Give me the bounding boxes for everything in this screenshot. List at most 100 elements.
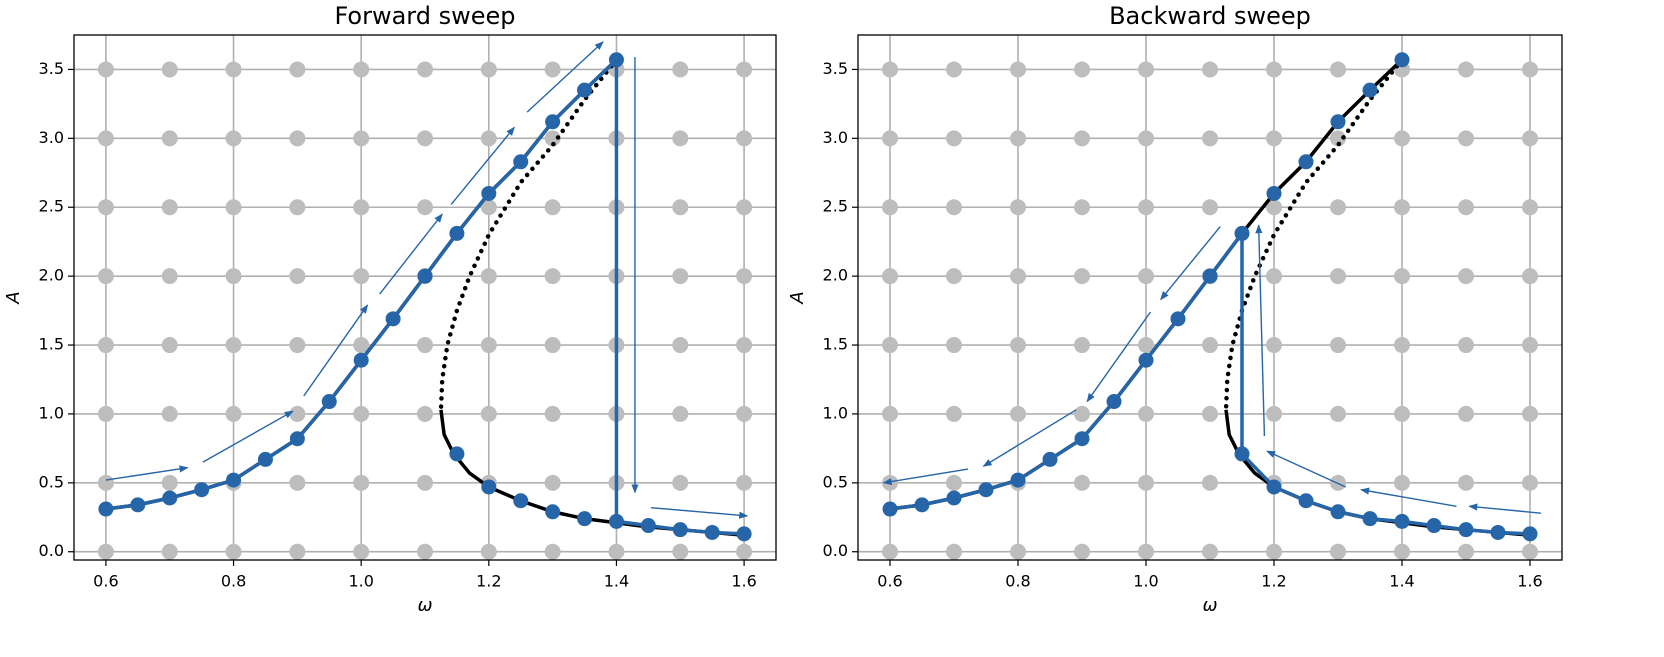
background-dot	[1010, 405, 1026, 422]
background-dot	[1394, 268, 1410, 285]
chart-title: Forward sweep	[334, 2, 515, 30]
sweep-point	[946, 490, 962, 506]
plot-area	[74, 35, 776, 560]
background-dot	[480, 543, 497, 560]
sweep-point	[1426, 518, 1442, 534]
sweep-point	[385, 311, 401, 327]
background-dot	[1010, 543, 1026, 560]
sweep-point	[226, 472, 242, 488]
background-dot	[1266, 199, 1282, 216]
sweep-point	[1522, 526, 1538, 542]
y-tick-label: 2.0	[39, 266, 64, 285]
background-dot	[97, 268, 114, 285]
background-dot	[480, 130, 497, 147]
background-dot	[161, 268, 178, 285]
y-tick-label: 3.5	[823, 59, 848, 78]
background-dot	[1522, 268, 1538, 285]
background-dot	[736, 61, 753, 78]
axes-frame	[73, 34, 777, 561]
background-dot	[161, 199, 178, 216]
background-dot	[946, 61, 962, 78]
sweep-point	[736, 526, 752, 542]
background-dot	[1522, 61, 1538, 78]
background-dot	[1458, 405, 1474, 422]
background-dot	[882, 130, 898, 147]
sweep-point	[545, 504, 561, 520]
background-dot	[1458, 130, 1474, 147]
y-tick-label: 3.0	[39, 128, 64, 147]
sweep-point	[1202, 268, 1218, 284]
background-dot	[882, 337, 898, 354]
sweep-point	[914, 497, 930, 513]
background-dot	[672, 130, 689, 147]
background-dot	[353, 199, 370, 216]
response-curve	[1224, 409, 1531, 537]
background-dot	[1074, 405, 1090, 422]
arrow	[526, 41, 604, 113]
background-dot	[544, 337, 561, 354]
arrow	[105, 465, 189, 481]
background-dot	[1522, 543, 1538, 560]
background-dot	[946, 199, 962, 216]
background-dot	[1330, 405, 1346, 422]
arrow	[650, 506, 749, 519]
background-dot	[1138, 199, 1154, 216]
background-dot	[417, 405, 433, 422]
background-dot	[1394, 199, 1410, 216]
background-dot	[1330, 543, 1346, 560]
background-dot	[946, 130, 962, 147]
y-tick-label: 1.0	[823, 403, 848, 422]
y-tick-label: 1.5	[823, 335, 848, 354]
background-dot	[97, 130, 114, 147]
y-tick-label: 3.0	[823, 128, 848, 147]
sweep-point	[449, 446, 465, 462]
background-dot	[1330, 268, 1346, 285]
sweep-point	[1298, 493, 1314, 509]
background-dot	[946, 268, 962, 285]
sweep-point	[1138, 352, 1154, 368]
background-dot	[1522, 405, 1538, 422]
background-dot	[672, 268, 689, 285]
background-dot	[1074, 199, 1090, 216]
background-dot	[1394, 474, 1410, 491]
background-dot	[1458, 543, 1474, 560]
background-dot	[608, 543, 625, 560]
background-dot	[289, 405, 306, 422]
arrow	[1468, 503, 1541, 514]
background-dot	[1010, 337, 1026, 354]
y-tick-label: 1.0	[39, 403, 64, 422]
y-axis-label: A	[3, 291, 24, 304]
background-dot	[480, 199, 497, 216]
background-dot	[882, 199, 898, 216]
background-dot	[97, 337, 114, 354]
sweep-point	[130, 497, 146, 513]
background-dot	[672, 199, 689, 216]
background-dot	[161, 61, 178, 78]
background-dot	[736, 474, 753, 491]
background-dot	[672, 405, 689, 422]
background-dot	[289, 337, 306, 354]
background-dot	[1458, 337, 1474, 354]
background-dot	[1074, 268, 1090, 285]
background-dot	[882, 405, 898, 422]
background-dot	[1394, 405, 1410, 422]
sweep-point	[704, 524, 720, 540]
background-dot	[1522, 130, 1538, 147]
background-dot	[882, 268, 898, 285]
sweep-point	[545, 114, 561, 130]
y-tick-label: 0.5	[39, 472, 64, 491]
background-dot	[736, 268, 753, 285]
background-dot	[1202, 405, 1218, 422]
background-dot	[1266, 543, 1282, 560]
arrow	[303, 304, 369, 397]
background-dot	[1458, 474, 1474, 491]
background-dot	[672, 61, 689, 78]
sweep-point	[481, 479, 497, 495]
background-dot	[1138, 61, 1154, 78]
arrow	[882, 468, 969, 486]
sweep-point	[1074, 431, 1090, 447]
sweep-point	[1042, 451, 1058, 467]
sweep-point	[289, 431, 305, 447]
background-dot	[161, 130, 178, 147]
background-dot	[97, 199, 114, 216]
